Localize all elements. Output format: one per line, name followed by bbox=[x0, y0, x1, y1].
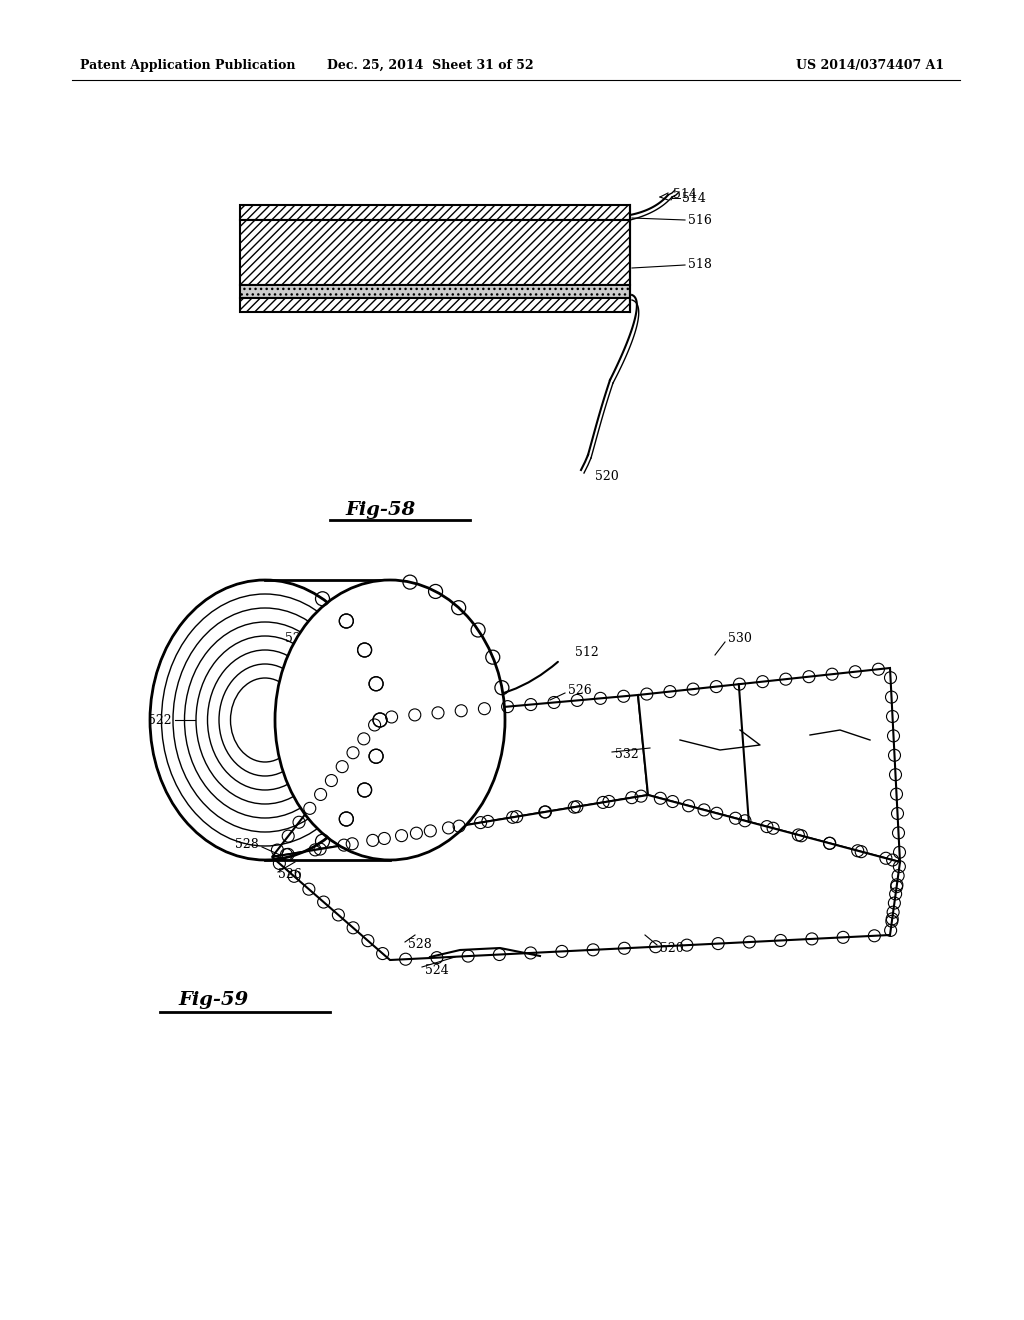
Text: 526: 526 bbox=[278, 869, 302, 882]
Text: 516: 516 bbox=[688, 214, 712, 227]
Text: US 2014/0374407 A1: US 2014/0374407 A1 bbox=[796, 58, 944, 71]
Text: 520: 520 bbox=[660, 941, 684, 954]
Text: Dec. 25, 2014  Sheet 31 of 52: Dec. 25, 2014 Sheet 31 of 52 bbox=[327, 58, 534, 71]
Text: 520: 520 bbox=[595, 470, 618, 483]
Text: 526: 526 bbox=[568, 684, 592, 697]
Bar bbox=[240, 298, 630, 312]
Text: 522: 522 bbox=[148, 714, 172, 726]
Text: 514: 514 bbox=[673, 187, 697, 201]
Ellipse shape bbox=[275, 579, 505, 861]
Text: 530: 530 bbox=[728, 631, 752, 644]
Bar bbox=[240, 285, 630, 298]
Text: 514: 514 bbox=[682, 191, 706, 205]
Text: 532: 532 bbox=[615, 748, 639, 762]
Text: Patent Application Publication: Patent Application Publication bbox=[80, 58, 296, 71]
Text: 528: 528 bbox=[408, 939, 432, 952]
Polygon shape bbox=[272, 795, 900, 960]
Text: 528: 528 bbox=[234, 838, 259, 851]
Bar bbox=[240, 220, 630, 285]
Text: Fig-58: Fig-58 bbox=[345, 502, 416, 519]
Text: 80: 80 bbox=[468, 684, 484, 697]
Polygon shape bbox=[272, 696, 648, 857]
Text: 528: 528 bbox=[285, 631, 309, 644]
Polygon shape bbox=[638, 668, 900, 862]
Text: Fig-59: Fig-59 bbox=[178, 991, 248, 1008]
Text: 512: 512 bbox=[575, 645, 599, 659]
Bar bbox=[240, 205, 630, 220]
Text: 524: 524 bbox=[425, 964, 449, 977]
Text: 518: 518 bbox=[688, 259, 712, 272]
